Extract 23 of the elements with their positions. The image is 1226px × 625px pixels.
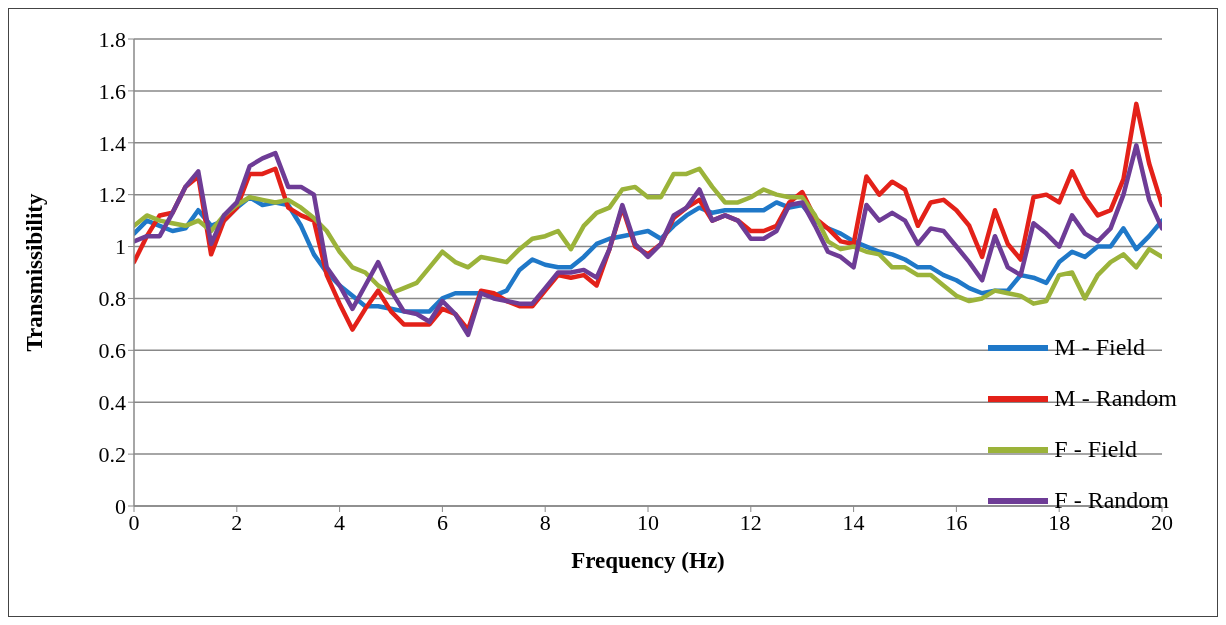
y-tick-label: 0.2 bbox=[98, 441, 126, 467]
x-tick-label: 14 bbox=[842, 509, 865, 535]
x-tick-label: 6 bbox=[436, 509, 448, 535]
x-tick-label: 10 bbox=[637, 509, 659, 535]
y-tick-label: 0 bbox=[115, 493, 126, 519]
y-tick-label: 1.2 bbox=[98, 182, 126, 208]
y-tick-label: 1 bbox=[115, 234, 126, 260]
y-tick-label: 0.8 bbox=[98, 286, 126, 312]
x-tick-label: 2 bbox=[231, 509, 243, 535]
legend-label: M - Random bbox=[1054, 385, 1177, 412]
y-tick-label: 1.6 bbox=[98, 78, 126, 104]
x-tick-label: 16 bbox=[945, 509, 968, 535]
x-tick-label: 8 bbox=[539, 509, 551, 535]
y-tick-label: 1.4 bbox=[98, 130, 126, 156]
x-tick-label: 12 bbox=[739, 509, 762, 535]
y-axis-title: Transmissibility bbox=[22, 192, 48, 352]
legend-label: F - Field bbox=[1054, 436, 1138, 463]
x-tick-label: 4 bbox=[334, 509, 346, 535]
y-tick-label: 0.6 bbox=[98, 338, 126, 364]
y-tick-label: 1.8 bbox=[98, 26, 126, 52]
x-axis-title: Frequency (Hz) bbox=[571, 548, 725, 573]
legend-label: M - Field bbox=[1054, 334, 1145, 361]
y-tick-label: 0.4 bbox=[98, 390, 126, 416]
